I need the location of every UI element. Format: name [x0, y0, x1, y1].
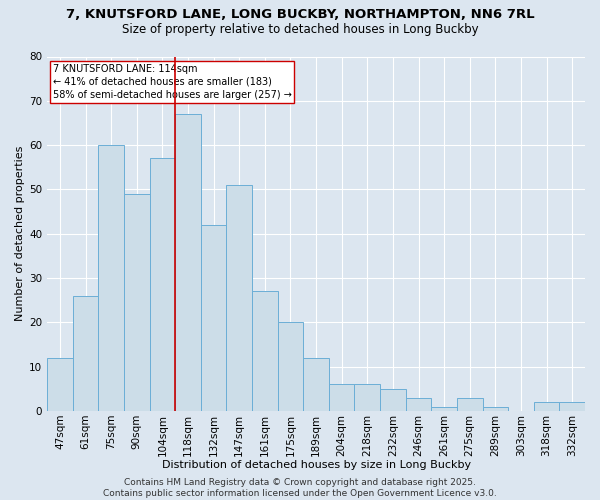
Bar — [559, 402, 585, 411]
Bar — [47, 358, 73, 411]
Bar — [124, 194, 149, 411]
Text: 7, KNUTSFORD LANE, LONG BUCKBY, NORTHAMPTON, NN6 7RL: 7, KNUTSFORD LANE, LONG BUCKBY, NORTHAMP… — [65, 8, 535, 20]
Bar — [278, 322, 303, 411]
Bar — [406, 398, 431, 411]
Bar — [98, 145, 124, 411]
Bar — [252, 292, 278, 411]
Text: 7 KNUTSFORD LANE: 114sqm
← 41% of detached houses are smaller (183)
58% of semi-: 7 KNUTSFORD LANE: 114sqm ← 41% of detach… — [53, 64, 292, 100]
Bar — [303, 358, 329, 411]
Text: Size of property relative to detached houses in Long Buckby: Size of property relative to detached ho… — [122, 22, 478, 36]
Bar — [175, 114, 201, 411]
Text: Contains HM Land Registry data © Crown copyright and database right 2025.
Contai: Contains HM Land Registry data © Crown c… — [103, 478, 497, 498]
Bar — [431, 406, 457, 411]
Bar — [355, 384, 380, 411]
Bar — [482, 406, 508, 411]
Bar — [457, 398, 482, 411]
Bar — [201, 225, 226, 411]
X-axis label: Distribution of detached houses by size in Long Buckby: Distribution of detached houses by size … — [161, 460, 470, 470]
Y-axis label: Number of detached properties: Number of detached properties — [15, 146, 25, 322]
Bar — [226, 185, 252, 411]
Bar — [73, 296, 98, 411]
Bar — [534, 402, 559, 411]
Bar — [380, 389, 406, 411]
Bar — [149, 158, 175, 411]
Bar — [329, 384, 355, 411]
